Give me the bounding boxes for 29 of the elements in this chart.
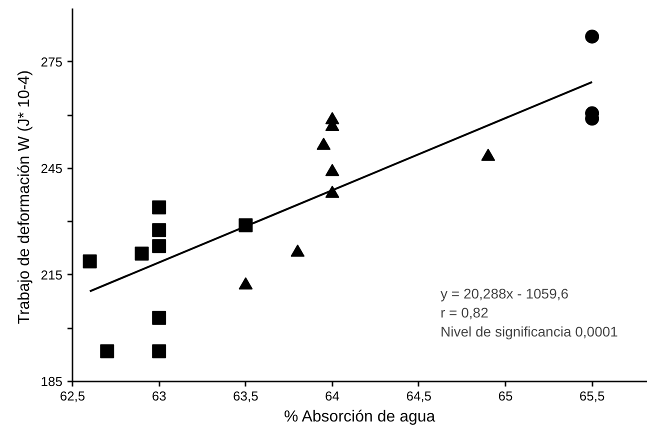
y-axis-title: Trabajo de deformación W (J* 10-4) [16,70,33,324]
x-tick-label: 63,5 [233,388,258,404]
point [152,239,166,254]
point [290,244,305,257]
point [100,344,114,358]
x-tick-label: 65 [498,388,513,404]
annotation: y = 20,288x - 1059,6 [440,286,569,302]
point [152,200,166,214]
point [152,310,166,325]
annotation: r = 0,82 [440,304,489,320]
x-tick-label: 63 [152,388,166,404]
x-tick-label: 64 [325,388,340,404]
x-tick-label: 62,5 [60,388,86,404]
point [316,138,331,150]
y-tick-label: 215 [40,267,63,282]
x-tick-label: 64,5 [406,388,432,404]
x-tick-label: 65,5 [579,388,605,404]
y-tick-label: 275 [40,54,63,70]
point [481,148,496,161]
x-axis-title: % Absorción de agua [284,408,436,426]
point [325,164,340,176]
y-tick-label: 245 [40,160,63,176]
annotation: Nivel de significancia 0,0001 [440,324,618,340]
point [152,344,166,358]
point [585,30,600,44]
y-tick-label: 185 [40,374,63,389]
point [152,223,166,238]
point [82,254,97,268]
point [134,246,149,261]
